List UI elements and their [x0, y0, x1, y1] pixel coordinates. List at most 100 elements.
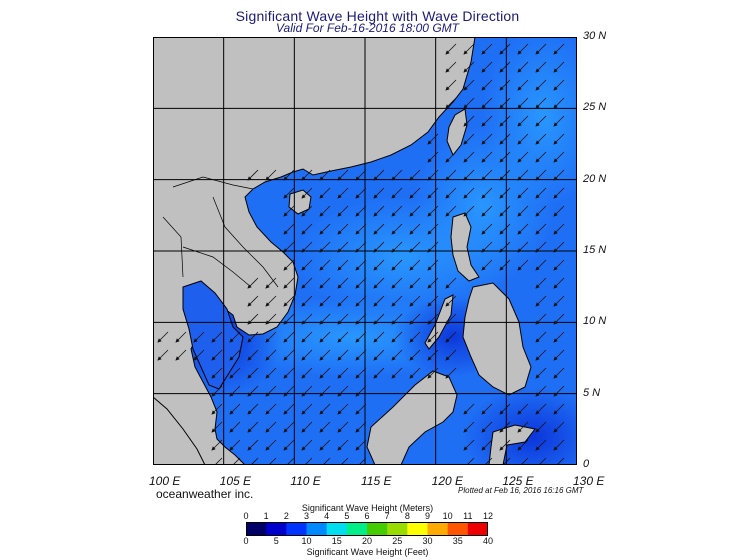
- taiwan-island: [446, 108, 468, 156]
- wave-direction-arrow: [391, 169, 403, 181]
- wave-direction-arrow: [355, 241, 367, 253]
- wave-direction-arrow: [481, 115, 493, 127]
- wave-direction-arrow: [301, 403, 313, 415]
- wave-direction-arrow: [553, 79, 565, 91]
- wave-direction-arrow: [229, 421, 241, 433]
- wave-direction-arrow: [535, 439, 547, 451]
- wave-direction-arrow: [481, 151, 493, 163]
- wave-direction-arrow: [445, 313, 457, 325]
- wave-direction-arrow: [499, 223, 511, 235]
- wave-direction-arrow: [427, 187, 439, 199]
- wave-direction-arrow: [355, 169, 367, 181]
- color-scale-segment: [427, 522, 449, 536]
- gulf-of-thailand: [182, 280, 244, 390]
- meters-tick-label: 0: [243, 511, 249, 521]
- wave-direction-arrow: [463, 151, 475, 163]
- wave-direction-arrow: [211, 367, 223, 379]
- wave-direction-arrow: [283, 241, 295, 253]
- chart-subtitle: Valid For Feb-16-2016 18:00 GMT: [276, 21, 459, 35]
- meters-tick-label: 3: [303, 511, 310, 521]
- wave-direction-arrow: [427, 313, 439, 325]
- wave-direction-arrow: [319, 457, 331, 465]
- wave-direction-arrow: [391, 367, 403, 379]
- wave-direction-arrow: [337, 403, 349, 415]
- wave-direction-arrow: [463, 457, 475, 465]
- wave-direction-arrow: [337, 295, 349, 307]
- wave-direction-arrow: [211, 385, 223, 397]
- wave-direction-arrow: [535, 61, 547, 73]
- wave-direction-arrow: [553, 331, 565, 343]
- wave-direction-arrow: [481, 259, 493, 271]
- wave-direction-arrow: [553, 133, 565, 145]
- wave-direction-arrow: [319, 439, 331, 451]
- wave-direction-arrow: [373, 187, 385, 199]
- wave-direction-arrow: [553, 367, 565, 379]
- meters-tick-label: 5: [344, 511, 350, 521]
- wave-direction-arrow: [463, 79, 475, 91]
- wave-direction-arrow: [229, 457, 241, 465]
- color-scale-segment: [326, 522, 348, 536]
- wave-direction-arrow: [553, 421, 565, 433]
- wave-direction-arrow: [265, 295, 277, 307]
- wave-direction-arrow: [481, 187, 493, 199]
- wave-direction-arrow: [247, 169, 259, 181]
- wave-direction-arrow: [301, 349, 313, 361]
- wave-direction-arrow: [355, 223, 367, 235]
- wave-direction-arrow: [319, 169, 331, 181]
- color-scale-border: [246, 522, 488, 536]
- wave-direction-arrow: [535, 295, 547, 307]
- wave-direction-arrow: [427, 295, 439, 307]
- wave-direction-arrow: [553, 259, 565, 271]
- wave-direction-arrow: [355, 187, 367, 199]
- wave-direction-arrow: [499, 43, 511, 55]
- color-scale-segment: [346, 522, 368, 536]
- color-scale-segment: [467, 522, 488, 536]
- wave-direction-arrow: [355, 367, 367, 379]
- wave-direction-arrow: [499, 259, 511, 271]
- wave-direction-arrow: [427, 151, 439, 163]
- wave-direction-arrow: [535, 223, 547, 235]
- wave-direction-arrow: [517, 421, 529, 433]
- wave-direction-arrow: [553, 385, 565, 397]
- wave-direction-arrow: [499, 187, 511, 199]
- wave-direction-arrow: [535, 421, 547, 433]
- wave-direction-arrow: [301, 277, 313, 289]
- wave-direction-arrow: [319, 421, 331, 433]
- wave-direction-arrow: [409, 187, 421, 199]
- wave-direction-arrow: [355, 439, 367, 451]
- wave-direction-arrow: [499, 133, 511, 145]
- meters-tick-label: 7: [384, 511, 390, 521]
- feet-tick-label: 0: [243, 536, 249, 546]
- wave-direction-arrow: [535, 241, 547, 253]
- wave-direction-arrow: [535, 457, 547, 465]
- longitude-label: 100 E: [149, 474, 181, 488]
- wave-direction-arrow: [373, 331, 385, 343]
- wave-direction-arrow: [445, 61, 457, 73]
- wave-direction-arrow: [481, 439, 493, 451]
- feet-tick-label: 10: [301, 536, 312, 546]
- wave-direction-arrow: [445, 187, 457, 199]
- wave-direction-arrow: [463, 115, 475, 127]
- wave-direction-arrow: [283, 385, 295, 397]
- wave-direction-arrow: [535, 205, 547, 217]
- wave-direction-arrow: [283, 367, 295, 379]
- wave-direction-arrow: [499, 169, 511, 181]
- wave-direction-arrow: [535, 43, 547, 55]
- wave-direction-arrow: [427, 223, 439, 235]
- longitude-label: 105 E: [219, 474, 252, 488]
- latitude-label: 25 N: [583, 101, 607, 114]
- wave-direction-arrow: [535, 187, 547, 199]
- wave-direction-arrow: [265, 367, 277, 379]
- meters-tick-label: 2: [283, 511, 289, 521]
- wave-direction-arrow: [499, 403, 511, 415]
- wave-direction-arrow: [445, 277, 457, 289]
- wave-direction-arrow: [391, 331, 403, 343]
- wave-direction-arrow: [211, 331, 223, 343]
- wave-direction-arrow: [553, 457, 565, 465]
- wave-direction-arrow: [481, 169, 493, 181]
- wave-direction-arrow: [409, 259, 421, 271]
- longitude-label: 115 E: [361, 474, 392, 488]
- wave-direction-arrow: [175, 349, 187, 361]
- wave-direction-arrow: [373, 367, 385, 379]
- wave-direction-arrow: [481, 223, 493, 235]
